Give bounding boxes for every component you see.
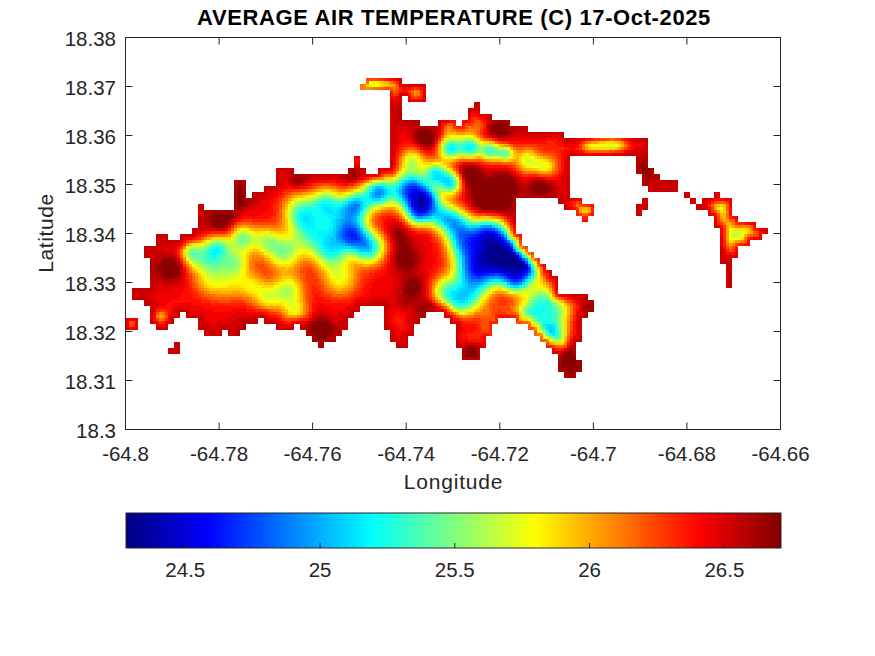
svg-text:26.5: 26.5 — [704, 558, 744, 581]
svg-text:-64.76: -64.76 — [284, 442, 342, 465]
svg-text:18.38: 18.38 — [65, 27, 116, 50]
svg-text:25: 25 — [309, 558, 332, 581]
svg-text:18.35: 18.35 — [65, 174, 116, 197]
svg-text:Latitude: Latitude — [34, 193, 57, 273]
svg-text:18.31: 18.31 — [65, 370, 116, 393]
svg-text:18.33: 18.33 — [65, 272, 116, 295]
svg-text:25.5: 25.5 — [435, 558, 475, 581]
svg-text:-64.7: -64.7 — [570, 442, 617, 465]
svg-text:AVERAGE AIR TEMPERATURE (C) 17: AVERAGE AIR TEMPERATURE (C) 17-Oct-2025 — [197, 5, 711, 30]
svg-text:18.36: 18.36 — [65, 125, 116, 148]
svg-text:-64.68: -64.68 — [658, 442, 716, 465]
svg-text:24.5: 24.5 — [165, 558, 205, 581]
svg-text:-64.78: -64.78 — [190, 442, 248, 465]
svg-text:18.37: 18.37 — [65, 76, 116, 99]
svg-text:26: 26 — [578, 558, 601, 581]
svg-text:-64.72: -64.72 — [471, 442, 529, 465]
svg-text:Longitude: Longitude — [404, 470, 503, 493]
svg-text:18.3: 18.3 — [76, 419, 116, 442]
svg-text:-64.66: -64.66 — [751, 442, 809, 465]
svg-text:-64.74: -64.74 — [377, 442, 435, 465]
svg-text:18.34: 18.34 — [65, 223, 116, 246]
svg-text:18.32: 18.32 — [65, 321, 116, 344]
svg-text:-64.8: -64.8 — [102, 442, 149, 465]
